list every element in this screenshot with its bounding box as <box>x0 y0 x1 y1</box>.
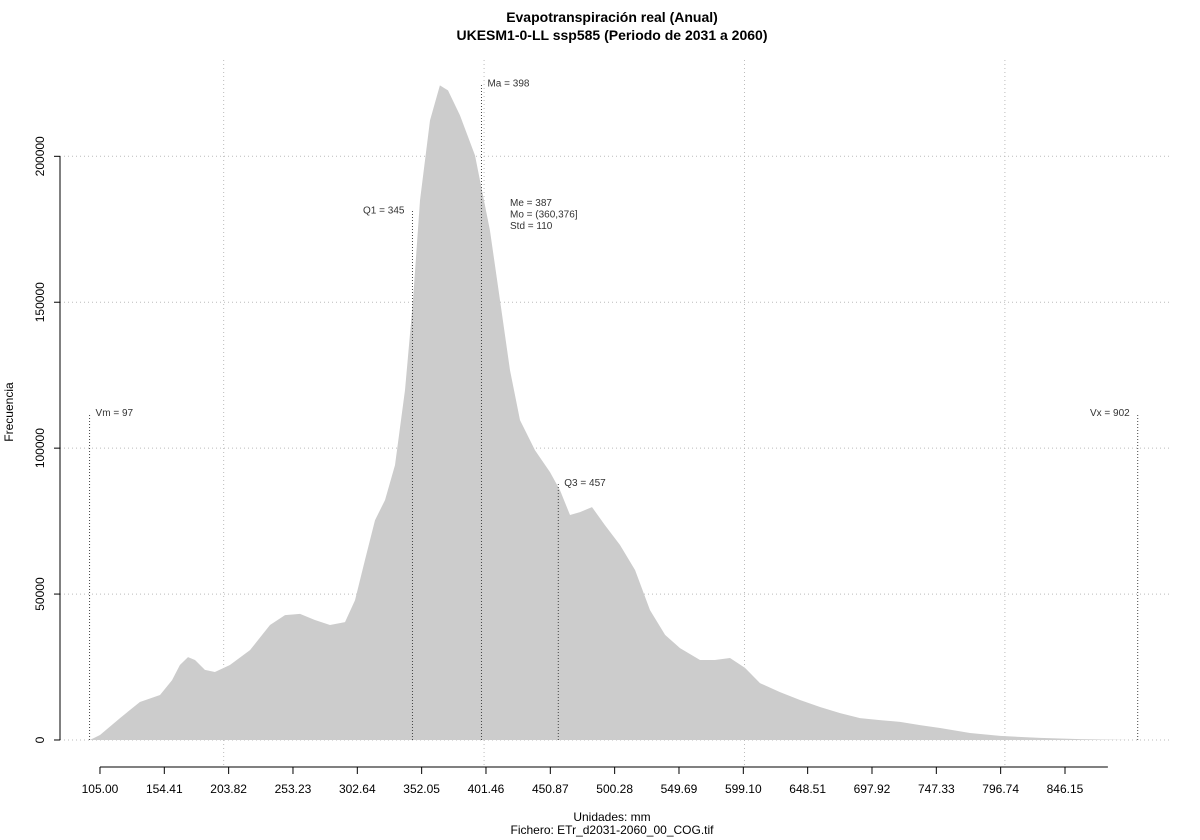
x-tick-label: 796.74 <box>982 782 1019 796</box>
x-tick-label: 648.51 <box>789 782 826 796</box>
x-tick-label: 154.41 <box>146 782 183 796</box>
y-tick-label: 100000 <box>33 428 47 468</box>
x-tick-label: 599.10 <box>725 782 762 796</box>
x-tick-label: 747.33 <box>918 782 955 796</box>
y-tick-label: 50000 <box>33 577 47 611</box>
y-tick-label: 0 <box>33 736 47 743</box>
annotation-label: Q1 = 345 <box>363 205 405 216</box>
x-tick-label: 846.15 <box>1047 782 1084 796</box>
x-axis-title: Unidades: mm <box>573 810 650 824</box>
x-tick-label: 500.28 <box>596 782 633 796</box>
stats-text: Mo = (360,376] <box>510 210 578 221</box>
chart-subtitle: UKESM1-0-LL ssp585 (Periodo de 2031 a 20… <box>457 27 768 43</box>
x-tick-label: 697.92 <box>854 782 891 796</box>
chart-title: Evapotranspiración real (Anual) <box>506 9 718 25</box>
x-tick-label: 401.46 <box>468 782 505 796</box>
annotation-label: Vm = 97 <box>96 408 134 419</box>
x-tick-label: 105.00 <box>82 782 119 796</box>
caption: Fichero: ETr_d2031-2060_00_COG.tif <box>511 823 715 837</box>
stats-text: Std = 110 <box>510 221 553 232</box>
x-tick-label: 302.64 <box>339 782 376 796</box>
x-tick-label: 450.87 <box>532 782 569 796</box>
x-tick-label: 549.69 <box>661 782 698 796</box>
x-tick-label: 352.05 <box>403 782 440 796</box>
y-tick-label: 200000 <box>33 136 47 176</box>
y-axis-title: Frecuencia <box>2 382 16 442</box>
y-tick-label: 150000 <box>33 282 47 322</box>
x-tick-label: 253.23 <box>275 782 312 796</box>
annotation-label: Ma = 398 <box>487 78 529 89</box>
annotation-label: Q3 = 457 <box>564 478 606 489</box>
density-area <box>89 85 1130 740</box>
stats-text: Me = 387 <box>510 198 552 209</box>
annotation-label: Vx = 902 <box>1090 408 1130 419</box>
x-tick-label: 203.82 <box>210 782 247 796</box>
